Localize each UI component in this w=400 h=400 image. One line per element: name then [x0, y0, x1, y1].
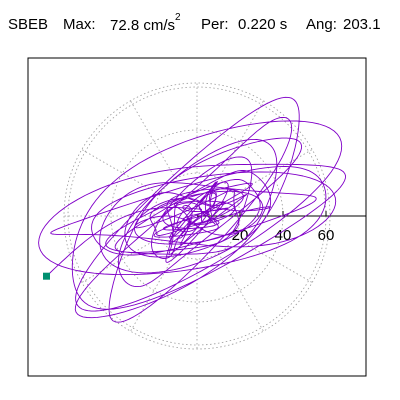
angle-label: Ang:: [306, 16, 337, 33]
period-value: 0.220 s: [238, 16, 288, 33]
x-axis-tick-label-60: 60: [318, 227, 335, 244]
max-value-exponent: 2: [175, 12, 181, 23]
max-label: Max:: [63, 16, 96, 33]
orbit-end-square: [43, 272, 50, 280]
orbit-trace-path: [38, 96, 346, 323]
angle-value: 203.1: [343, 16, 381, 33]
period-label: Per:: [201, 16, 229, 33]
grid-spoke-120: [130, 100, 176, 179]
grid-spoke-300: [218, 253, 264, 332]
grid-spoke-240: [130, 253, 176, 332]
grid-spoke-60: [218, 100, 264, 179]
plot-frame: [27, 57, 367, 377]
x-axis-tick-label-40: 40: [275, 227, 292, 244]
orbit-trace: [38, 96, 346, 323]
max-value-text: 72.8 cm/s: [110, 17, 176, 34]
grid-spoke-330: [234, 237, 313, 283]
station-code: SBEB: [8, 16, 49, 33]
max-value: 72.8 cm/s2: [110, 12, 181, 34]
orbit-end-marker: [43, 272, 50, 280]
plot-header: SBEB Max: 72.8 cm/s2 Per: 0.220 s Ang: 2…: [0, 0, 400, 48]
grid-spoke-150: [81, 149, 160, 195]
